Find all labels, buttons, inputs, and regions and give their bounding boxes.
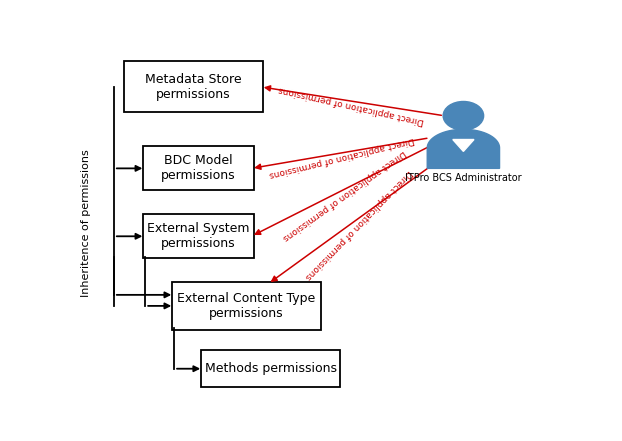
FancyBboxPatch shape: [201, 350, 340, 387]
Text: External Content Type
permissions: External Content Type permissions: [177, 292, 315, 320]
Polygon shape: [427, 129, 499, 168]
Text: Inheritence of permissions: Inheritence of permissions: [81, 149, 91, 297]
Text: BDC Model
permissions: BDC Model permissions: [161, 154, 236, 183]
Polygon shape: [453, 139, 474, 151]
Text: Direct application of permissions: Direct application of permissions: [268, 135, 415, 179]
Text: Methods permissions: Methods permissions: [205, 362, 337, 375]
FancyBboxPatch shape: [143, 214, 254, 258]
Text: Direct application of permissions: Direct application of permissions: [277, 85, 425, 126]
Circle shape: [443, 101, 484, 130]
FancyBboxPatch shape: [172, 282, 321, 330]
Text: Metadata Store
permissions: Metadata Store permissions: [145, 73, 242, 101]
FancyBboxPatch shape: [124, 61, 263, 112]
Text: External System
permissions: External System permissions: [147, 222, 249, 250]
Text: Direct application of permissions: Direct application of permissions: [281, 148, 407, 242]
FancyBboxPatch shape: [143, 146, 254, 191]
Text: Direct application of permissions: Direct application of permissions: [303, 168, 413, 281]
Text: ITPro BCS Administrator: ITPro BCS Administrator: [405, 173, 522, 183]
